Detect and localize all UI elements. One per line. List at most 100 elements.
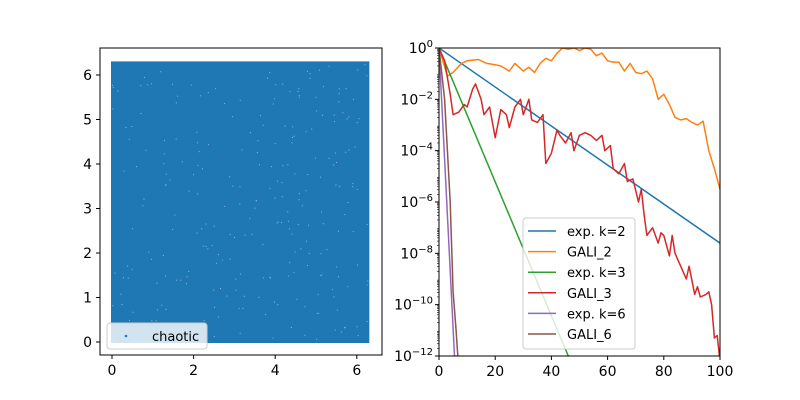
scatter-gap: [322, 114, 324, 116]
scatter-gap: [347, 202, 349, 204]
scatter-gap: [215, 262, 217, 264]
scatter-gap: [297, 90, 299, 92]
line-gali-6: [439, 48, 459, 356]
scatter-gap: [307, 174, 309, 176]
scatter-gap: [277, 304, 279, 306]
scatter-gap: [333, 121, 335, 123]
scatter-gap: [288, 228, 290, 230]
scatter-gap: [239, 99, 241, 101]
scatter-gap: [335, 266, 337, 268]
scatter-gap: [333, 296, 335, 298]
scatter-gap: [315, 110, 317, 112]
x-tick-label: 2: [189, 363, 198, 379]
scatter-gap: [305, 190, 307, 192]
scatter-gap: [197, 193, 199, 195]
scatter-gap: [258, 296, 260, 298]
scatter-gap: [211, 244, 213, 246]
scatter-gap: [331, 288, 333, 290]
scatter-gap: [309, 73, 311, 75]
x-tick-label: 20: [486, 364, 504, 380]
scatter-gap: [318, 69, 320, 71]
scatter-gap: [213, 225, 215, 227]
scatter-gap: [151, 320, 153, 322]
x-tick-label: 40: [542, 364, 560, 380]
scatter-gap: [298, 88, 300, 90]
scatter-gap: [281, 182, 283, 184]
scatter-gap: [249, 132, 251, 134]
scatter-gap: [288, 275, 290, 277]
scatter-gap: [308, 253, 310, 255]
scatter-gap: [142, 205, 144, 207]
scatter-gap: [163, 163, 165, 165]
scatter-gap: [269, 276, 271, 278]
y-tick-label: 3: [83, 202, 92, 218]
scatter-gap: [318, 312, 320, 314]
scatter-gap: [188, 270, 190, 272]
scatter-gap: [287, 220, 289, 222]
scatter-gap: [354, 146, 356, 148]
legend-label: GALI_3: [567, 287, 612, 302]
scatter-gap: [156, 282, 158, 284]
scatter-gap: [235, 289, 237, 291]
scatter-gap: [258, 164, 260, 166]
scatter-gap: [311, 128, 313, 130]
scatter-gap: [151, 258, 153, 260]
scatter-gap: [156, 309, 158, 311]
scatter-gap: [269, 187, 271, 189]
scatter-gap: [317, 294, 319, 296]
scatter-gap: [357, 69, 359, 71]
line-exp-k-6: [439, 48, 456, 356]
scatter-gap: [347, 286, 349, 288]
legend-marker: [124, 334, 128, 338]
scatter-gap: [309, 77, 311, 79]
scatter-gap: [321, 274, 323, 276]
scatter-gap: [326, 249, 328, 251]
scatter-gap: [267, 77, 269, 79]
scatter-gap: [172, 83, 174, 85]
scatter-gap: [249, 218, 251, 220]
scatter-gap: [307, 265, 309, 267]
scatter-gap: [316, 312, 318, 314]
scatter-gap: [304, 306, 306, 308]
scatter-gap: [274, 301, 276, 303]
scatter-gap: [298, 94, 300, 96]
scatter-gap: [219, 288, 221, 290]
scatter-gap: [207, 92, 209, 94]
scatter-gap: [165, 184, 167, 186]
y-tick-label: 10−8: [400, 244, 433, 262]
scatter-gap: [321, 211, 323, 213]
scatter-gap: [344, 214, 346, 216]
scatter-gap: [176, 95, 178, 97]
scatter-gap: [262, 277, 264, 279]
scatter-points-chaotic: [111, 61, 370, 344]
scatter-gap: [229, 176, 231, 178]
scatter-gap: [180, 279, 182, 281]
scatter-gap: [356, 188, 358, 190]
scatter-gap: [366, 75, 368, 77]
scatter-gap: [296, 298, 298, 300]
scatter-gap: [345, 88, 347, 90]
scatter-gap: [235, 278, 237, 280]
scatter-gap: [207, 144, 209, 146]
y-tick-label: 2: [83, 246, 92, 262]
scatter-gap: [213, 289, 215, 291]
line-gali-2: [439, 48, 720, 190]
scatter-gap: [305, 240, 307, 242]
scatter-gap: [262, 244, 264, 246]
scatter-gap: [224, 205, 226, 207]
scatter-gap: [366, 223, 368, 225]
scatter-gap: [344, 326, 346, 328]
scatter-gap: [255, 199, 257, 201]
scatter-gap: [196, 142, 198, 144]
scatter-gap: [333, 164, 335, 166]
scatter-gap: [256, 152, 258, 154]
scatter-gap: [320, 176, 322, 178]
x-tick-label: 0: [108, 363, 117, 379]
scatter-gap: [132, 311, 134, 313]
scatter-gap: [231, 116, 233, 118]
scatter-gap: [346, 118, 348, 120]
scatter-gap: [161, 304, 163, 306]
scatter-gap: [128, 319, 130, 321]
scatter-gap: [367, 280, 369, 282]
scatter-gap: [162, 254, 164, 256]
